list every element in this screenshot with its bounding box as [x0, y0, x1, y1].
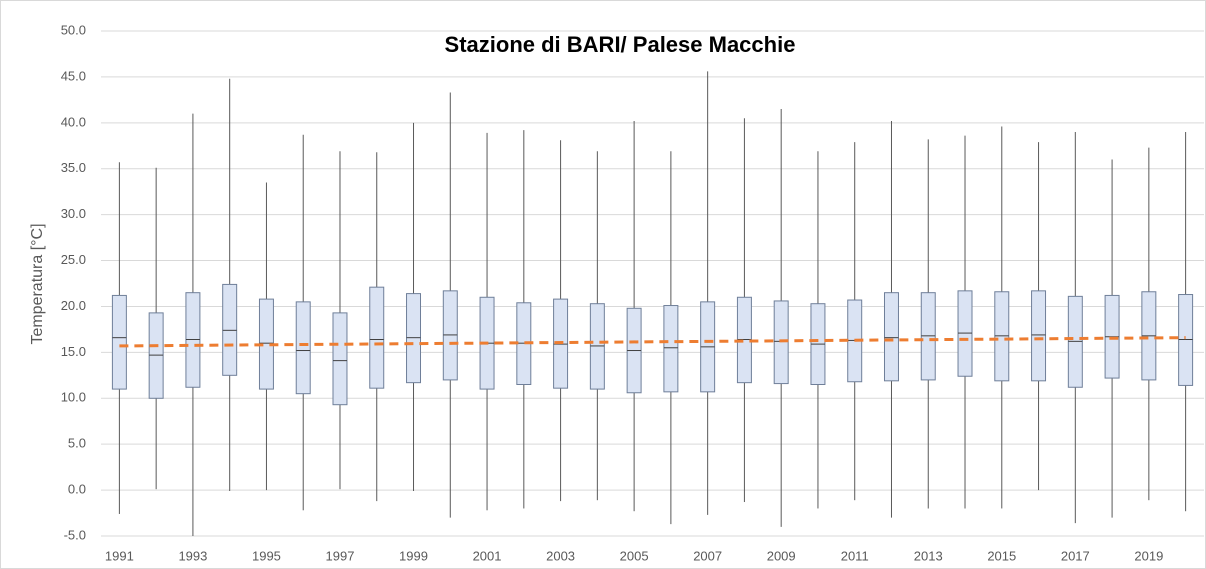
box [663, 305, 679, 393]
box [1031, 290, 1047, 382]
x-tick-label: 2013 [914, 548, 943, 563]
y-tick-label: 30.0 [61, 206, 86, 221]
y-tick-label: -5.0 [64, 527, 86, 542]
x-tick-label: 2007 [693, 548, 722, 563]
x-tick-label: 2015 [987, 548, 1016, 563]
trend-line [119, 336, 1186, 348]
x-tick-label: 2009 [767, 548, 796, 563]
x-tick-label: 2001 [473, 548, 502, 563]
box [369, 286, 385, 389]
y-tick-label: 35.0 [61, 160, 86, 175]
box [111, 294, 127, 390]
x-tick-label: 1993 [178, 548, 207, 563]
y-tick-label: 5.0 [68, 436, 86, 451]
y-tick-label: 20.0 [61, 298, 86, 313]
chart-title: Stazione di BARI/ Palese Macchie [445, 32, 796, 57]
box [295, 301, 311, 395]
x-tick-label: 2019 [1134, 548, 1163, 563]
box [332, 312, 348, 406]
y-tick-label: 50.0 [61, 22, 86, 37]
y-tick-label: 10.0 [61, 390, 86, 405]
y-tick-label: 25.0 [61, 252, 86, 267]
y-tick-label: 40.0 [61, 114, 86, 129]
y-tick-label: 45.0 [61, 68, 86, 83]
x-tick-label: 1991 [105, 548, 134, 563]
box [883, 292, 899, 382]
x-tick-label: 1999 [399, 548, 428, 563]
y-axis-label: Temperatura [°C] [29, 223, 46, 344]
y-tick-label: 15.0 [61, 344, 86, 359]
x-tick-label: 2017 [1061, 548, 1090, 563]
y-tick-label: 0.0 [68, 482, 86, 497]
x-tick-label: 2005 [620, 548, 649, 563]
x-tick-label: 2003 [546, 548, 575, 563]
x-tick-label: 1995 [252, 548, 281, 563]
x-tick-label: 2011 [841, 548, 869, 563]
x-tick-label: 1997 [326, 548, 355, 563]
